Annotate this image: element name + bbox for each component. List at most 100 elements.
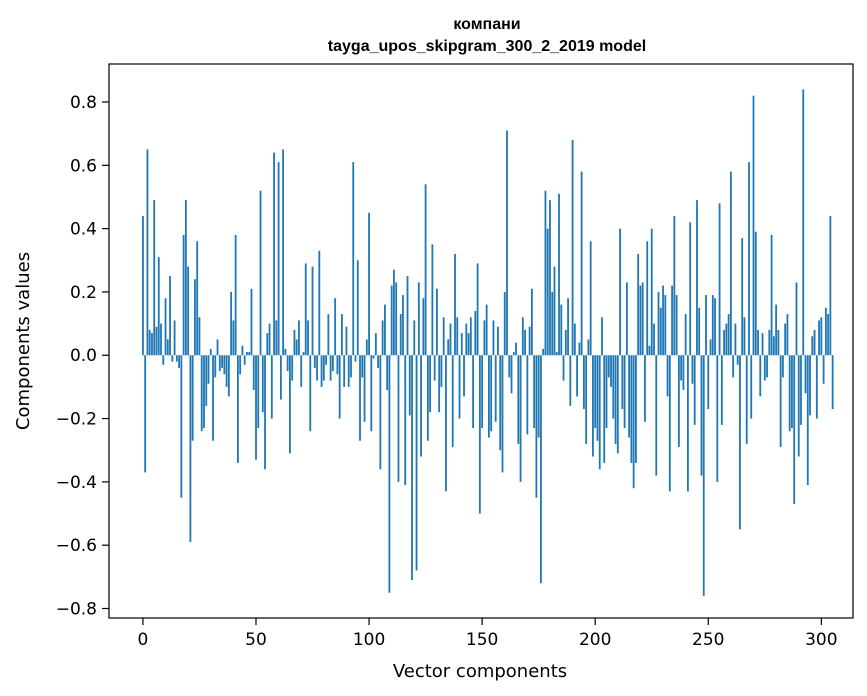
bar-15 — [175, 355, 178, 362]
bar-180 — [549, 200, 551, 356]
bar-86 — [336, 355, 339, 375]
bar-187 — [564, 329, 567, 356]
bar-8 — [160, 323, 162, 356]
bar-195 — [582, 355, 585, 410]
bar-51 — [257, 355, 260, 429]
bar-89 — [343, 355, 346, 387]
y-tick-label: −0.8 — [56, 600, 97, 620]
bar-35 — [221, 355, 223, 368]
bar-133 — [442, 317, 445, 356]
bar-229 — [659, 307, 662, 356]
bar-242 — [689, 222, 692, 356]
bar-44 — [241, 345, 244, 356]
bar-209 — [614, 355, 617, 444]
bar-241 — [687, 355, 689, 492]
bar-45 — [243, 355, 246, 365]
bar-207 — [610, 355, 612, 387]
bar-114 — [399, 314, 402, 356]
bar-54 — [264, 355, 266, 470]
bar-83 — [329, 355, 332, 381]
bar-27 — [203, 355, 205, 429]
bar-272 — [757, 329, 759, 356]
bar-82 — [327, 314, 330, 356]
bar-66 — [291, 355, 294, 381]
bar-127 — [429, 355, 432, 413]
bar-254 — [716, 355, 719, 482]
bar-134 — [445, 355, 447, 492]
bar-168 — [521, 317, 524, 356]
bar-273 — [759, 355, 762, 397]
bar-122 — [417, 282, 420, 356]
bar-28 — [205, 355, 208, 406]
bar-179 — [546, 228, 549, 356]
bar-94 — [354, 355, 357, 362]
bar-124 — [422, 298, 425, 356]
bar-151 — [483, 320, 486, 356]
bar-63 — [284, 348, 287, 356]
y-tick-label: −0.6 — [56, 536, 97, 556]
bar-11 — [166, 339, 169, 356]
bar-136 — [449, 323, 452, 356]
bar-31 — [212, 355, 214, 441]
bar-275 — [763, 355, 766, 381]
bar-21 — [189, 355, 192, 543]
x-axis-label: Vector components — [393, 661, 567, 682]
bar-99 — [365, 339, 368, 356]
bar-74 — [309, 355, 312, 432]
bar-236 — [675, 295, 678, 356]
bar-198 — [589, 241, 592, 356]
bar-268 — [748, 162, 750, 356]
bar-297 — [813, 329, 816, 356]
bar-277 — [768, 329, 771, 356]
bar-55 — [266, 333, 269, 356]
bar-196 — [585, 355, 588, 444]
bar-29 — [207, 355, 210, 384]
bar-60 — [277, 162, 280, 356]
bar-248 — [702, 355, 705, 596]
x-tick-label: 50 — [245, 630, 267, 650]
bar-224 — [648, 345, 651, 356]
bar-139 — [456, 317, 459, 356]
bar-210 — [616, 355, 619, 454]
bar-146 — [472, 355, 474, 429]
bar-115 — [402, 295, 404, 356]
bar-157 — [497, 326, 499, 356]
bar-203 — [601, 317, 603, 356]
bar-152 — [485, 304, 488, 356]
bar-215 — [628, 355, 631, 438]
bar-279 — [772, 336, 775, 356]
y-tick-label: 0.8 — [70, 93, 97, 113]
bar-249 — [705, 295, 707, 356]
bar-289 — [795, 282, 798, 356]
bar-131 — [438, 355, 441, 413]
bar-256 — [720, 355, 723, 425]
bar-219 — [637, 253, 640, 356]
bar-72 — [304, 263, 307, 356]
bar-208 — [612, 355, 615, 419]
y-axis: 0.8 0.6 0.4 0.2 0.0 −0.2 −0.4 −0.6 −0.8 — [56, 93, 109, 620]
bar-201 — [596, 355, 599, 441]
bar-70 — [300, 355, 303, 387]
bar-93 — [352, 162, 355, 356]
bar-160 — [503, 291, 506, 356]
bar-68 — [295, 339, 298, 356]
bar-220 — [639, 285, 642, 356]
bar-232 — [666, 355, 669, 397]
bar-56 — [268, 323, 271, 356]
bar-291 — [800, 355, 802, 425]
bar-266 — [743, 317, 746, 356]
bar-102 — [372, 355, 375, 359]
bar-91 — [347, 355, 350, 387]
bar-278 — [770, 234, 773, 356]
bar-111 — [393, 269, 395, 356]
bar-108 — [386, 355, 389, 391]
bar-189 — [569, 355, 572, 406]
bar-211 — [619, 228, 621, 356]
bar-79 — [320, 355, 323, 387]
bar-192 — [576, 355, 579, 397]
bar-284 — [784, 323, 787, 356]
bar-170 — [526, 355, 529, 435]
bar-238 — [680, 355, 683, 381]
bar-49 — [252, 355, 255, 391]
bar-47 — [248, 352, 251, 356]
